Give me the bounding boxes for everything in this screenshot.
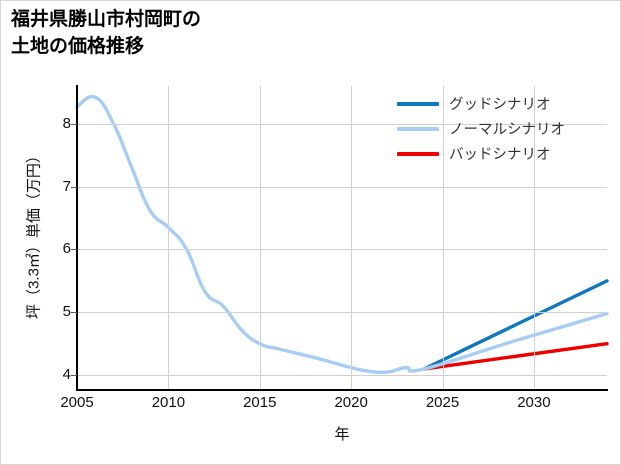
y-tick-label: 6 — [62, 240, 71, 258]
x-axis-label: 年 — [334, 426, 350, 443]
y-tick-mark — [71, 312, 77, 314]
legend-item-label: ノーマルシナリオ — [449, 122, 565, 138]
y-tick-label: 7 — [62, 177, 71, 195]
x-tick-label: 2015 — [243, 394, 277, 411]
gridline-horizontal — [77, 186, 607, 188]
y-axis-line — [76, 85, 78, 390]
y-tick-label: 4 — [62, 366, 71, 384]
y-tick-mark — [71, 123, 77, 125]
y-tick-mark — [71, 249, 77, 251]
gridline-vertical — [259, 86, 261, 389]
x-tick-label: 2010 — [151, 394, 186, 411]
legend-item-label: バッドシナリオ — [449, 147, 551, 163]
legend-item[interactable]: ノーマルシナリオ — [397, 116, 607, 141]
y-tick-mark — [71, 375, 77, 377]
gridline-horizontal — [77, 375, 607, 377]
gridline-horizontal — [77, 249, 607, 251]
legend-color-swatch — [397, 151, 439, 156]
gridline-horizontal — [77, 312, 607, 314]
gridline-vertical — [533, 86, 535, 389]
legend: グッドシナリオ ノーマルシナリオ バッドシナリオ — [397, 91, 607, 166]
legend-item-label: グッドシナリオ — [449, 97, 551, 113]
legend-color-swatch — [397, 101, 439, 106]
x-tick-label: 2005 — [60, 394, 94, 411]
series-line — [422, 279, 609, 371]
page-title: 福井県勝山市村岡町の 土地の価格推移 — [11, 9, 202, 57]
x-axis-line — [76, 389, 608, 391]
x-tick-label: 2025 — [425, 394, 460, 411]
y-tick-mark — [71, 186, 77, 188]
legend-item[interactable]: バッドシナリオ — [397, 141, 607, 166]
series-line — [75, 94, 609, 375]
gridline-vertical — [442, 86, 444, 389]
plot-area — [75, 86, 609, 389]
series-line — [422, 342, 609, 371]
series-lines — [75, 94, 609, 375]
y-axis-label: 坪（3.3㎡）単価（万円） — [25, 148, 43, 319]
y-tick-label: 5 — [62, 303, 71, 321]
x-tick-label: 2020 — [334, 394, 368, 411]
legend-color-swatch — [397, 126, 439, 131]
gridline-horizontal — [77, 123, 607, 125]
legend-item[interactable]: グッドシナリオ — [397, 91, 607, 116]
y-axis-tick-labels: 4 5 6 7 8 — [41, 1, 71, 464]
x-tick-label: 2030 — [517, 394, 551, 411]
gridline-vertical — [351, 86, 353, 389]
y-tick-label: 8 — [62, 114, 71, 132]
gridline-vertical — [168, 86, 170, 389]
